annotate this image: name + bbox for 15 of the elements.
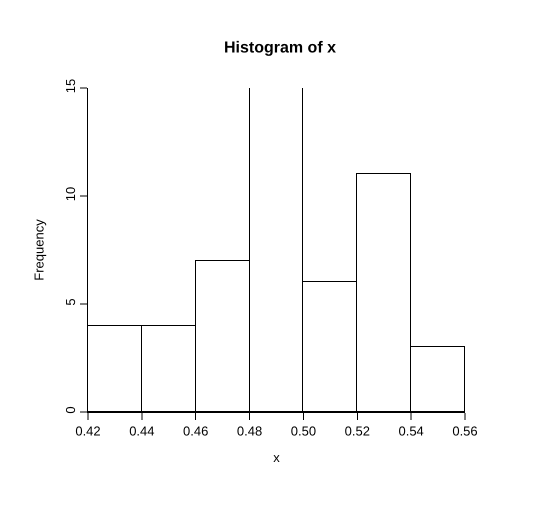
x-axis-title: x bbox=[273, 450, 280, 466]
y-axis-title: Frequency bbox=[32, 218, 47, 281]
y-tick-label: 0 bbox=[62, 406, 78, 414]
chart-title: Histogram of x bbox=[224, 40, 336, 57]
x-tick-label: 0.46 bbox=[183, 424, 208, 439]
x-tick-label: 0.52 bbox=[344, 424, 370, 439]
y-tick-label: 10 bbox=[62, 186, 78, 202]
x-tick-label: 0.54 bbox=[398, 424, 424, 439]
x-tick-label: 0.56 bbox=[452, 424, 478, 439]
x-tick-label: 0.42 bbox=[75, 424, 101, 439]
x-tick-label: 0.48 bbox=[236, 424, 262, 439]
y-tick-label: 15 bbox=[62, 78, 78, 94]
y-tick-label: 5 bbox=[62, 298, 78, 306]
x-tick-label: 0.50 bbox=[290, 424, 316, 439]
x-tick-label: 0.44 bbox=[129, 424, 155, 439]
